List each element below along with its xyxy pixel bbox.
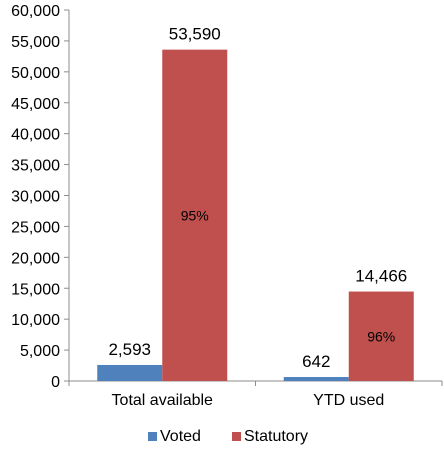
x-category-label: YTD used [313, 392, 384, 409]
y-tick-label: 25,000 [11, 219, 60, 236]
legend-label-statutory: Statutory [244, 428, 308, 445]
data-label-statutory-0: 53,590 [169, 25, 221, 44]
bar-voted-0 [97, 364, 163, 381]
y-tick-label: 55,000 [11, 34, 60, 51]
legend-swatch-statutory [232, 432, 241, 441]
legend-label-voted: Voted [160, 428, 201, 445]
y-tick-label: 10,000 [11, 312, 60, 329]
y-tick-label: 45,000 [11, 96, 60, 113]
percent-label-statutory-1: 96% [367, 328, 395, 344]
y-tick-label: 20,000 [11, 250, 60, 267]
legend-swatch-voted [148, 432, 157, 441]
data-label-voted-1: 642 [302, 352, 330, 371]
percent-label-statutory-0: 95% [181, 207, 209, 223]
y-tick-label: 40,000 [11, 127, 60, 144]
y-tick-label: 15,000 [11, 281, 60, 298]
y-tick-label: 30,000 [11, 189, 60, 206]
y-tick-label: 35,000 [11, 158, 60, 175]
bar-statutory-0 [162, 49, 228, 382]
y-tick-label: 50,000 [11, 65, 60, 82]
y-tick-label: 0 [51, 374, 60, 391]
data-label-voted-0: 2,593 [108, 340, 151, 359]
y-tick-label: 5,000 [20, 343, 60, 360]
bar-voted-1 [283, 377, 349, 381]
x-category-label: Total available [112, 392, 214, 409]
bar-statutory-1 [348, 291, 414, 381]
data-label-statutory-1: 14,466 [355, 267, 407, 286]
y-tick-label: 60,000 [11, 3, 60, 20]
